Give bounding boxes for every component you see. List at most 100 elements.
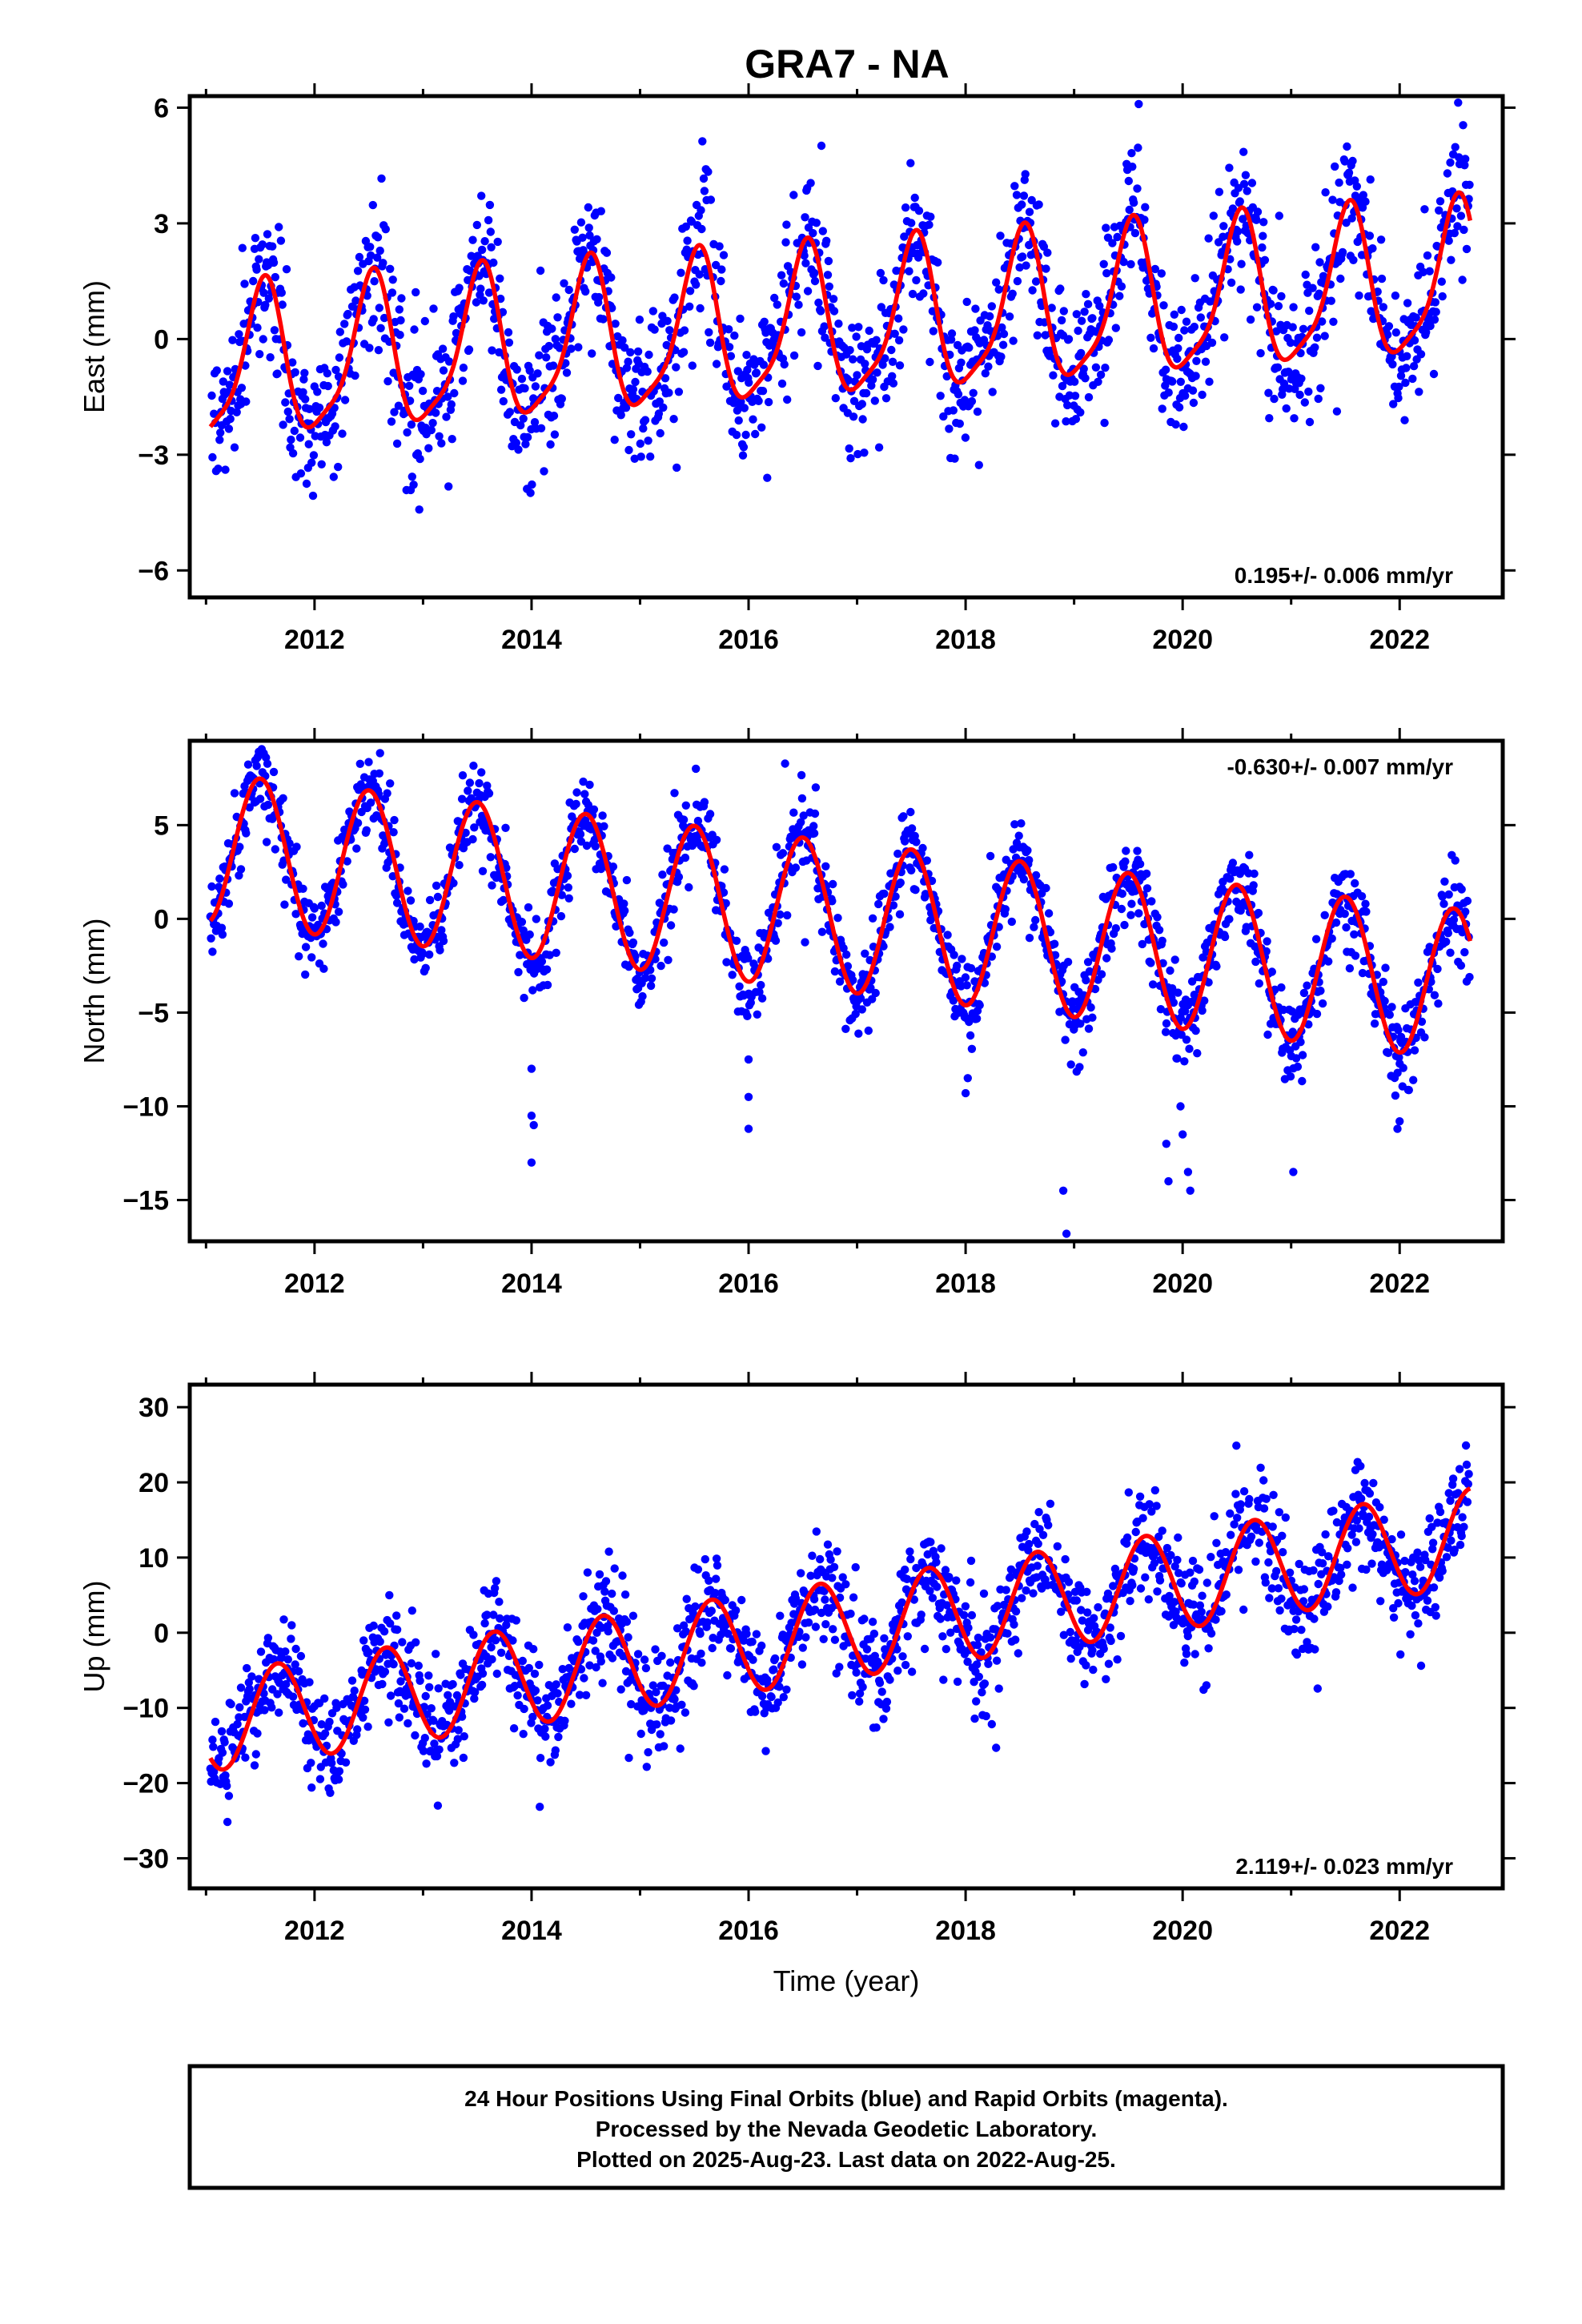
east-point bbox=[695, 270, 704, 279]
up-point bbox=[909, 1595, 919, 1604]
east-y-tick-label: −3 bbox=[138, 440, 169, 471]
east-point bbox=[777, 271, 786, 279]
east-point bbox=[263, 230, 272, 239]
east-point bbox=[1266, 300, 1275, 308]
east-point bbox=[860, 448, 869, 457]
east-point bbox=[210, 409, 219, 418]
east-point bbox=[1225, 163, 1234, 172]
east-point bbox=[674, 388, 684, 396]
up-point bbox=[1059, 1630, 1069, 1639]
east-point bbox=[987, 302, 997, 311]
up-point bbox=[811, 1622, 821, 1631]
up-point bbox=[1207, 1629, 1216, 1638]
east-point bbox=[377, 174, 386, 183]
north-point bbox=[651, 955, 660, 963]
east-point bbox=[1042, 264, 1050, 273]
north-point bbox=[224, 899, 234, 908]
east-point bbox=[894, 314, 903, 323]
east-point bbox=[677, 268, 685, 277]
east-point bbox=[870, 396, 880, 405]
east-point bbox=[781, 238, 790, 247]
east-point bbox=[408, 472, 416, 481]
up-point bbox=[531, 1686, 540, 1695]
east-point bbox=[447, 400, 456, 409]
north-point bbox=[478, 866, 488, 876]
north-point bbox=[656, 961, 665, 971]
east-point bbox=[517, 374, 527, 384]
north-point bbox=[576, 830, 585, 838]
east-point bbox=[852, 332, 861, 341]
up-point bbox=[275, 1679, 284, 1687]
east-point bbox=[1019, 191, 1029, 200]
up-point bbox=[973, 1640, 982, 1650]
east-point bbox=[212, 366, 221, 375]
up-point bbox=[379, 1627, 389, 1636]
north-point bbox=[811, 783, 821, 792]
north-point bbox=[843, 962, 853, 971]
north-point bbox=[1134, 909, 1143, 918]
east-point bbox=[895, 361, 905, 370]
up-point bbox=[1174, 1533, 1182, 1542]
north-point bbox=[912, 838, 921, 846]
east-point bbox=[535, 351, 544, 360]
east-point bbox=[1247, 179, 1257, 187]
east-point bbox=[672, 363, 681, 372]
east-point bbox=[908, 289, 917, 299]
east-point bbox=[957, 358, 966, 367]
east-point bbox=[740, 404, 749, 412]
north-point bbox=[1346, 870, 1355, 879]
east-point bbox=[392, 439, 402, 448]
up-point bbox=[1247, 1532, 1256, 1542]
east-point bbox=[1228, 204, 1238, 213]
east-point bbox=[881, 354, 889, 363]
east-point bbox=[1252, 303, 1262, 312]
north-point bbox=[712, 835, 721, 845]
up-point bbox=[263, 1634, 273, 1642]
east-point bbox=[1031, 277, 1041, 286]
up-point bbox=[430, 1739, 439, 1748]
east-point bbox=[939, 412, 948, 421]
east-point bbox=[934, 258, 942, 267]
up-point bbox=[797, 1660, 807, 1669]
north-point bbox=[600, 822, 608, 831]
up-point bbox=[815, 1554, 825, 1564]
up-point bbox=[901, 1565, 909, 1574]
north-point bbox=[519, 926, 528, 935]
east-point bbox=[322, 438, 331, 447]
up-point bbox=[875, 1679, 885, 1687]
up-point bbox=[1335, 1576, 1343, 1586]
east-point bbox=[1289, 303, 1298, 312]
up-point bbox=[897, 1598, 906, 1607]
north-point bbox=[310, 904, 319, 913]
up-point bbox=[235, 1703, 244, 1712]
east-point bbox=[1076, 408, 1085, 417]
north-point bbox=[207, 882, 216, 891]
up-point bbox=[1360, 1478, 1369, 1488]
east-point bbox=[996, 231, 1005, 240]
north-point bbox=[259, 724, 267, 732]
up-point bbox=[337, 1749, 346, 1758]
north-point bbox=[271, 845, 279, 854]
north-point bbox=[389, 828, 398, 837]
east-point bbox=[533, 369, 542, 378]
east-point bbox=[734, 416, 743, 425]
east-point bbox=[719, 251, 729, 259]
north-point bbox=[1409, 1076, 1418, 1084]
east-point bbox=[779, 279, 788, 288]
east-point bbox=[821, 333, 829, 342]
east-point bbox=[574, 343, 583, 352]
up-point bbox=[492, 1669, 501, 1679]
up-point bbox=[533, 1696, 542, 1705]
east-point bbox=[1239, 215, 1247, 223]
east-point bbox=[1332, 407, 1342, 416]
north-point bbox=[681, 853, 690, 862]
up-point bbox=[1066, 1655, 1075, 1663]
up-point bbox=[480, 1618, 489, 1628]
east-point bbox=[351, 296, 360, 305]
up-point bbox=[752, 1630, 761, 1638]
north-point bbox=[1381, 963, 1390, 972]
east-point bbox=[1335, 178, 1343, 187]
east-point bbox=[486, 227, 495, 236]
up-point bbox=[1261, 1578, 1271, 1587]
north-model-curve bbox=[208, 776, 1472, 1055]
